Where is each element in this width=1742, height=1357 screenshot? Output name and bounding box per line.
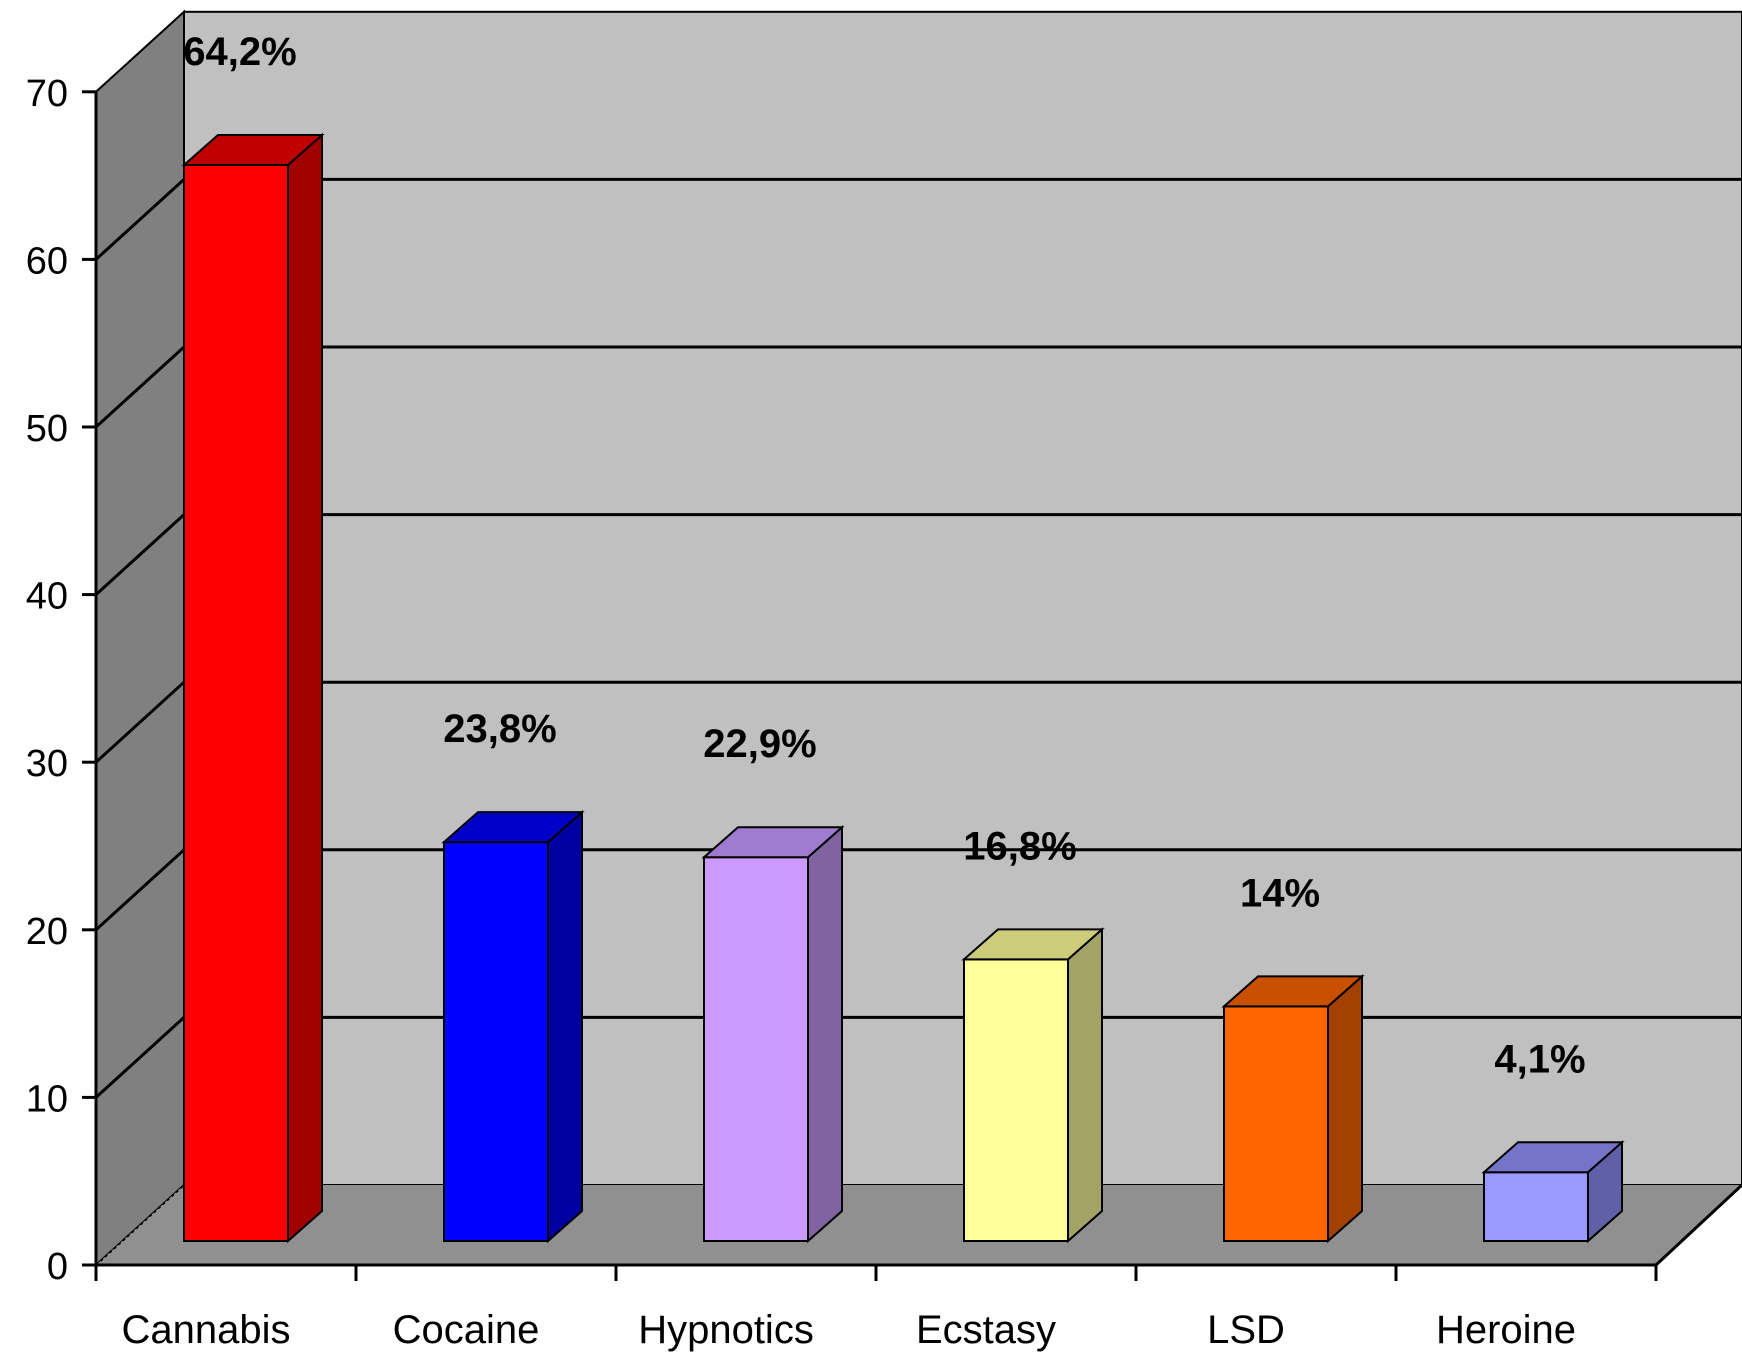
data-label: 14%	[1240, 871, 1320, 915]
bar-front	[443, 841, 549, 1242]
bar-top	[181, 134, 325, 167]
category-label: Cannabis	[121, 1308, 290, 1352]
gridline-side	[94, 513, 186, 596]
y-tick-label: 40	[26, 576, 68, 618]
y-tick-label: 70	[26, 73, 68, 115]
data-label: 22,9%	[703, 722, 816, 766]
bars	[181, 132, 1625, 1244]
bar-top	[1221, 975, 1365, 1008]
bar-top	[701, 826, 845, 859]
bar-front	[963, 958, 1069, 1242]
floor-right-edge	[1654, 1183, 1742, 1267]
bar-front	[703, 856, 809, 1242]
bar-top	[441, 811, 585, 844]
gridline-side	[94, 681, 186, 764]
bar-side	[547, 809, 583, 1244]
bar-front	[183, 164, 289, 1242]
gridline-side	[94, 178, 186, 261]
bar-side	[1327, 974, 1363, 1244]
gridline-side	[94, 345, 186, 429]
gridline-side	[94, 1016, 186, 1099]
bar-top	[1481, 1141, 1625, 1174]
gridline-side	[94, 848, 186, 931]
bar-front	[1223, 1005, 1329, 1242]
axes	[82, 90, 1742, 1281]
data-label: 16,8%	[963, 824, 1076, 868]
data-label: 64,2%	[183, 30, 296, 74]
labels: 0 10 20 30 40 50 60 70 64,2% Cannabis 23,8% Cocaine…	[26, 30, 1586, 1352]
y-tick-label: 20	[26, 911, 68, 953]
bar-front	[1483, 1171, 1589, 1243]
bar-side	[287, 132, 323, 1244]
category-label: Cocaine	[393, 1308, 540, 1352]
y-tick-label: 50	[26, 408, 68, 450]
y-tick-label: 30	[26, 743, 68, 785]
y-tick-label: 0	[47, 1246, 68, 1288]
data-label: 4,1%	[1494, 1037, 1585, 1081]
y-tick-label: 60	[26, 240, 68, 282]
data-label: 23,8%	[443, 707, 556, 751]
category-label: Hypnotics	[638, 1308, 814, 1352]
floor-edge	[95, 1184, 185, 1266]
side-wall	[95, 9, 185, 1268]
bar-top	[961, 928, 1105, 961]
category-label: Ecstasy	[916, 1308, 1056, 1352]
category-label: LSD	[1207, 1308, 1285, 1352]
category-label: Heroine	[1436, 1308, 1576, 1352]
bar-side	[807, 824, 843, 1244]
y-tick-label: 10	[26, 1078, 68, 1120]
bar-side	[1067, 927, 1103, 1244]
